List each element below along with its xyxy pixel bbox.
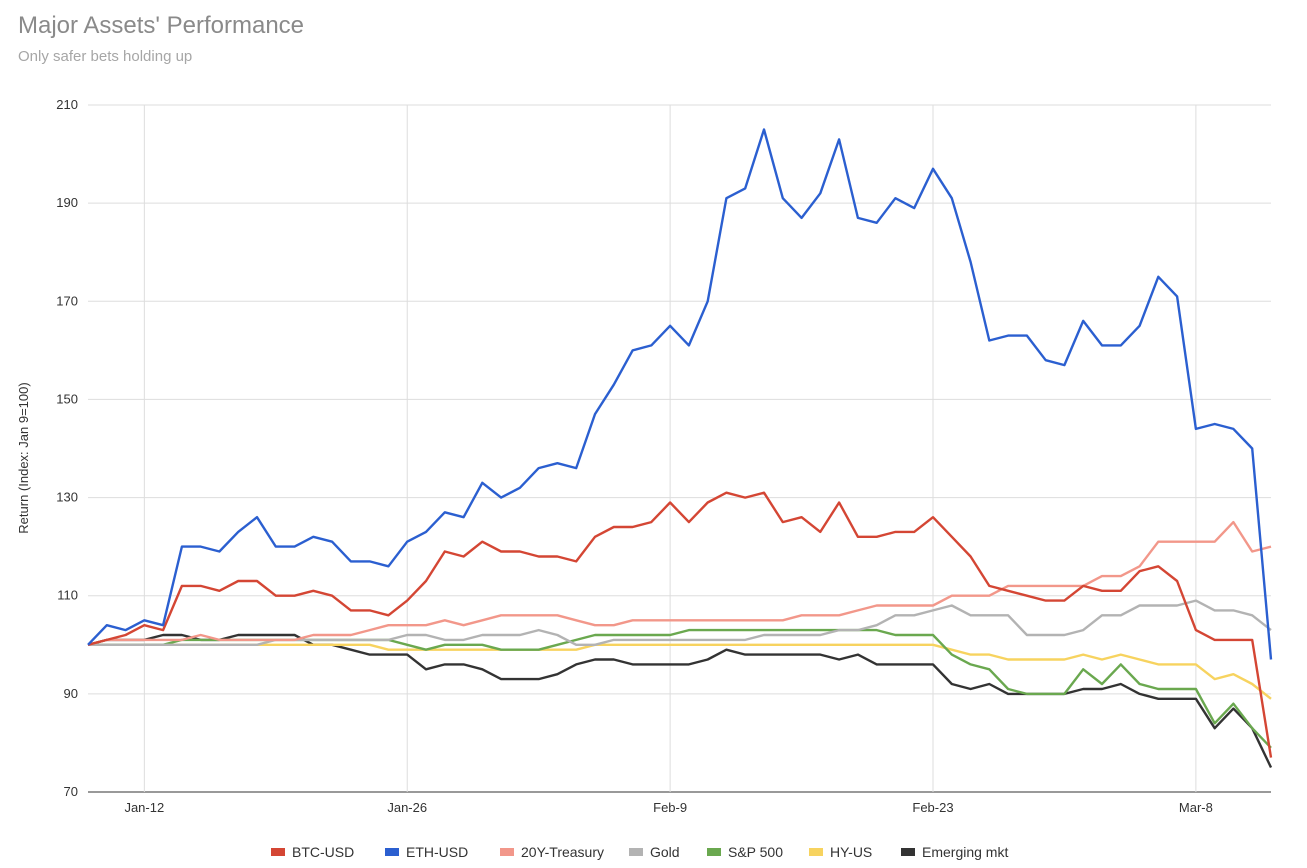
legend-label: HY-US — [830, 844, 872, 860]
legend-swatch — [707, 848, 721, 856]
series-line-btc-usd — [87, 491, 1273, 758]
legend-label: 20Y-Treasury — [521, 844, 604, 860]
legend-swatch — [901, 848, 915, 856]
x-tick-label: Jan-26 — [387, 800, 427, 815]
legend-label: Emerging mkt — [922, 844, 1008, 860]
y-tick-label: 90 — [64, 686, 78, 701]
x-tick-label: Mar-8 — [1179, 800, 1213, 815]
series-line-emerging-mkt — [87, 633, 1273, 769]
series-lines — [87, 128, 1273, 769]
legend-item: Emerging mkt — [901, 844, 1008, 860]
legend-swatch — [271, 848, 285, 856]
x-tick-label: Feb-9 — [653, 800, 687, 815]
legend-item: Gold — [629, 844, 680, 860]
series-line-eth-usd — [87, 128, 1273, 660]
series-line-gold — [88, 599, 1272, 646]
y-tick-label: 170 — [56, 293, 78, 308]
y-axis-label: Return (Index: Jan 9=100) — [16, 382, 31, 533]
legend-item: HY-US — [809, 844, 872, 860]
legend-label: S&P 500 — [728, 844, 783, 860]
y-tick-label: 210 — [56, 97, 78, 112]
chart-subtitle: Only safer bets holding up — [18, 48, 193, 65]
legend-item: S&P 500 — [707, 844, 783, 860]
legend-item: 20Y-Treasury — [500, 844, 604, 860]
legend: BTC-USD ETH-USD 20Y-Treasury Gold S&P 500 HY-… — [271, 844, 1008, 860]
y-tick-label: 70 — [64, 784, 78, 799]
legend-label: ETH-USD — [406, 844, 468, 860]
y-tick-label: 110 — [57, 588, 78, 603]
y-tick-label: 190 — [56, 195, 78, 210]
legend-swatch — [385, 848, 399, 856]
x-tick-label: Feb-23 — [912, 800, 953, 815]
y-tick-label: 130 — [56, 490, 78, 505]
axes: 70 90 110 130 150 170 190 210 Jan-12 Jan-26 Feb-9 F… — [56, 97, 1213, 815]
chart-title: Major Assets' Performance — [18, 12, 305, 39]
legend-swatch — [629, 848, 643, 856]
legend-swatch — [500, 848, 514, 856]
x-tick-label: Jan-12 — [124, 800, 164, 815]
legend-label: BTC-USD — [292, 844, 354, 860]
series-line-hy-us — [88, 643, 1272, 700]
legend-label: Gold — [650, 844, 680, 860]
y-tick-label: 150 — [56, 391, 78, 406]
grid-lines — [88, 104, 1271, 793]
series-line-20y-treasury — [87, 520, 1272, 646]
legend-item: ETH-USD — [385, 844, 468, 860]
legend-item: BTC-USD — [271, 844, 354, 860]
legend-swatch — [809, 848, 823, 856]
